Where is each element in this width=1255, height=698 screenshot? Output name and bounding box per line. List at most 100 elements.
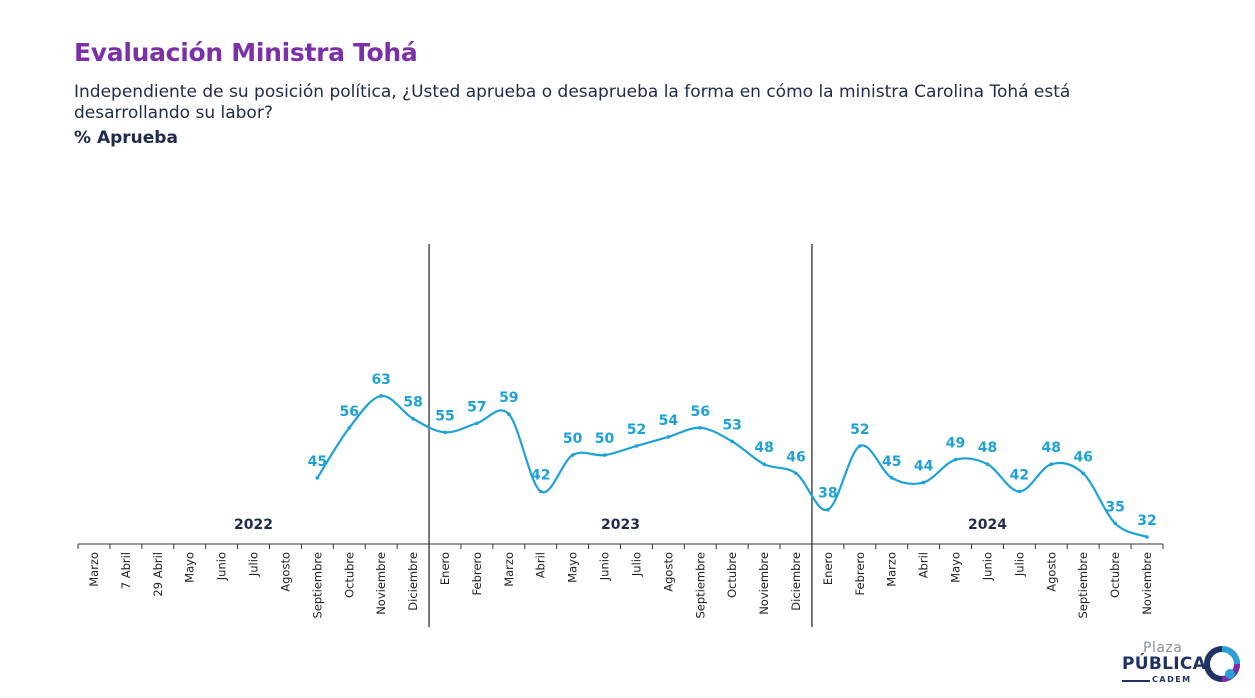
logo-plaza-text: Plaza [1143, 640, 1183, 656]
data-label: 42 [1010, 468, 1029, 484]
x-tick-label: Octubre [725, 552, 739, 598]
x-tick-label: Septiembre [1076, 552, 1090, 619]
data-point [985, 462, 990, 467]
data-point [475, 421, 479, 426]
data-label: 38 [818, 486, 837, 502]
data-label: 59 [499, 390, 518, 406]
data-point [730, 439, 734, 444]
x-tick-label: Mayo [566, 552, 580, 583]
data-point [602, 453, 607, 457]
data-point [443, 430, 447, 435]
x-tick-label: Mayo [183, 552, 197, 583]
data-label: 52 [627, 422, 646, 438]
year-label: 2023 [601, 517, 640, 533]
data-label: 44 [914, 458, 934, 474]
data-label: 48 [754, 440, 773, 456]
logo-publica-text: PÚBLICA [1122, 654, 1207, 674]
data-label: 52 [850, 422, 869, 438]
data-label: 35 [1105, 499, 1124, 515]
data-point [1081, 471, 1085, 476]
logo-underline [1122, 680, 1150, 682]
data-label: 50 [563, 431, 583, 447]
x-tick-label: Junio [980, 552, 994, 581]
data-label: 58 [403, 395, 422, 411]
data-label: 54 [659, 413, 679, 429]
metric-label: % Aprueba [74, 128, 178, 148]
data-label: 46 [786, 449, 805, 465]
x-tick-label: Abril [534, 552, 548, 578]
x-tick-label: Julio [1012, 552, 1026, 577]
data-label: 57 [467, 399, 486, 415]
data-point [953, 457, 958, 462]
data-point [411, 416, 415, 421]
data-label: 50 [595, 431, 615, 447]
data-point [1049, 462, 1054, 467]
data-label: 49 [946, 436, 965, 452]
x-tick-label: Junio [215, 552, 229, 581]
data-point [1145, 535, 1149, 539]
cadem-logo-icon [1204, 646, 1240, 682]
x-tick-label: Noviembre [1140, 552, 1154, 615]
x-tick-label: Abril [917, 552, 931, 578]
x-tick-label: Julio [629, 552, 643, 577]
x-tick-label: Junio [598, 552, 612, 581]
x-tick-label: Mayo [949, 552, 963, 583]
data-point [666, 435, 671, 439]
x-tick-label: Marzo [87, 552, 101, 587]
data-label: 56 [691, 404, 710, 420]
data-point [315, 476, 320, 480]
data-point [538, 489, 543, 494]
data-label: 32 [1137, 513, 1156, 529]
x-tick-label: Marzo [885, 552, 899, 587]
data-label: 45 [882, 454, 901, 470]
chart-title: Evaluación Ministra Tohá [74, 38, 418, 67]
x-tick-label: Octubre [342, 552, 356, 598]
data-point [889, 476, 894, 480]
data-point [698, 426, 703, 430]
x-tick-label: Marzo [502, 552, 516, 587]
x-tick-label: Diciembre [789, 552, 803, 611]
logo-cadem-text: CADEM [1152, 675, 1192, 684]
data-label: 53 [722, 417, 741, 433]
data-point [379, 394, 383, 398]
data-point [507, 412, 511, 416]
x-tick-label: Diciembre [406, 552, 420, 611]
data-point [921, 480, 926, 485]
data-point [762, 462, 766, 467]
plaza-publica-cadem-logo: Plaza PÚBLICA CADEM [1118, 640, 1248, 692]
data-label: 45 [308, 454, 327, 470]
x-tick-label: Octubre [1108, 552, 1122, 598]
data-label: 48 [1042, 440, 1061, 456]
x-tick-label: Noviembre [374, 552, 388, 615]
x-tick-label: 29 Abril [151, 552, 165, 597]
year-label: 2024 [968, 517, 1007, 533]
data-label: 46 [1073, 449, 1092, 465]
x-tick-label: Febrero [470, 552, 484, 595]
x-tick-label: Agosto [278, 552, 292, 592]
x-tick-label: Julio [247, 552, 261, 577]
data-label: 42 [531, 468, 550, 484]
data-label: 63 [371, 372, 390, 388]
data-point [794, 471, 798, 476]
x-tick-label: 7 Abril [119, 552, 133, 589]
x-tick-label: Febrero [853, 552, 867, 595]
data-label: 55 [435, 408, 454, 424]
data-point [1113, 521, 1117, 526]
data-point [826, 507, 830, 512]
data-point [347, 426, 352, 430]
data-label: 56 [340, 404, 359, 420]
data-label: 48 [978, 440, 997, 456]
data-point [858, 444, 862, 448]
x-tick-label: Noviembre [757, 552, 771, 615]
x-tick-label: Agosto [661, 552, 675, 592]
x-tick-label: Enero [438, 552, 452, 585]
year-label: 2022 [234, 517, 273, 533]
survey-question: Independiente de su posición política, ¿… [74, 82, 1071, 123]
x-tick-label: Enero [821, 552, 835, 585]
x-tick-label: Agosto [1044, 552, 1058, 592]
x-tick-label: Septiembre [310, 552, 324, 619]
data-point [570, 453, 575, 457]
x-tick-label: Septiembre [693, 552, 707, 619]
data-point [634, 444, 639, 448]
